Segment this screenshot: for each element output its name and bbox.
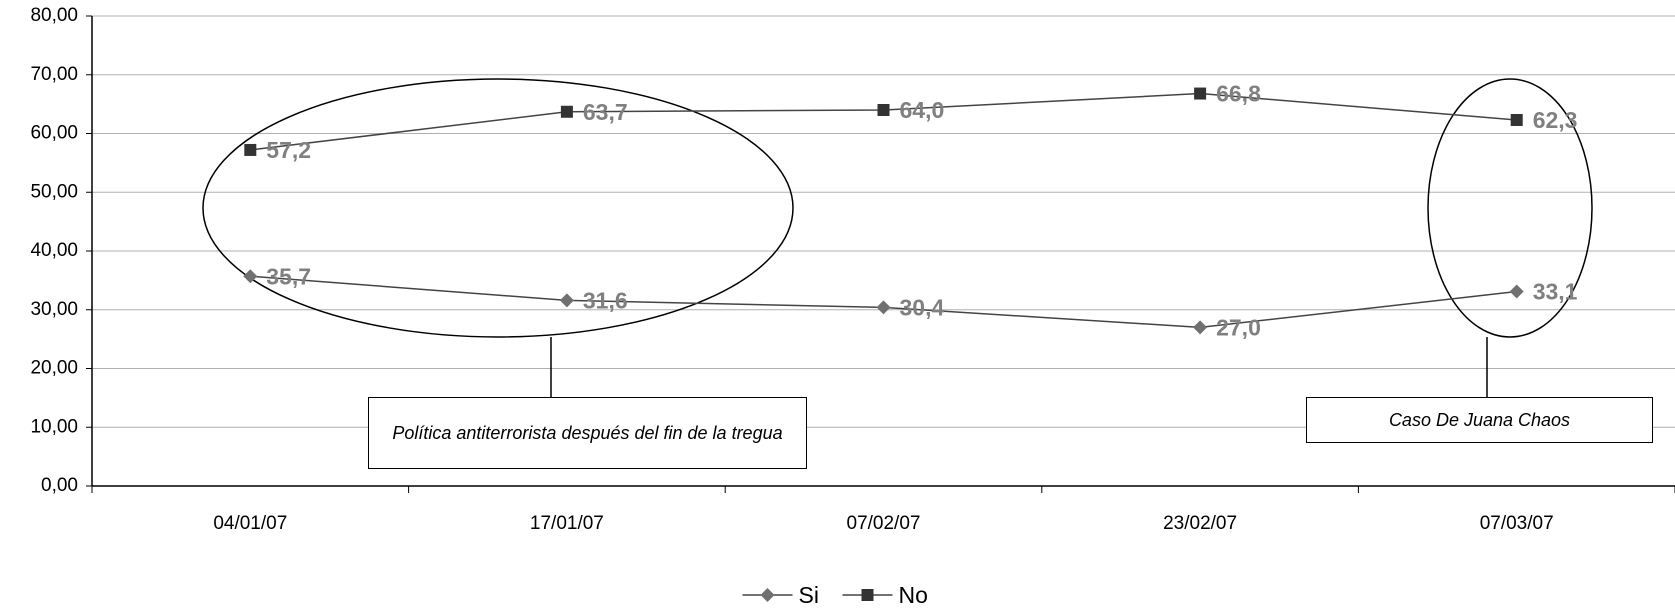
data-label: 63,7 [583, 99, 628, 125]
marker [861, 589, 874, 601]
legend-item: No [842, 582, 928, 608]
marker [760, 588, 775, 602]
annotation-ellipse [1427, 78, 1593, 338]
data-label: 30,4 [900, 294, 945, 320]
x-tick-label: 07/03/07 [1480, 513, 1554, 534]
data-label: 57,2 [266, 137, 311, 163]
y-tick-label: 20,00 [30, 358, 78, 379]
grid [92, 15, 1675, 487]
y-tick-label: 60,00 [30, 123, 78, 144]
y-tick-label: 10,00 [30, 416, 78, 437]
legend-item: Si [742, 582, 819, 608]
legend-label: Si [799, 582, 819, 608]
data-label: 62,3 [1533, 107, 1578, 133]
data-label: 27,0 [1216, 314, 1261, 340]
marker [876, 300, 891, 315]
x-tick-label: 07/02/07 [847, 513, 921, 534]
marker [559, 293, 574, 308]
marker [244, 143, 257, 156]
marker [1509, 284, 1524, 299]
annotation-ellipse [202, 78, 794, 338]
legend-label: No [899, 582, 928, 608]
marker [1193, 320, 1208, 335]
data-label: 33,1 [1533, 279, 1578, 305]
y-tick-label: 50,00 [30, 181, 78, 202]
data-label: 31,6 [583, 287, 628, 313]
x-tick-label: 23/02/07 [1163, 513, 1237, 534]
data-label: 64,0 [900, 97, 945, 123]
y-tick-label: 70,00 [30, 64, 78, 85]
annotation-shapes [202, 78, 1593, 397]
marker [560, 105, 573, 118]
annotation-box: Caso De Juana Chaos [1306, 397, 1653, 443]
marker [877, 104, 890, 116]
marker [1510, 113, 1523, 126]
y-tick-label: 80,00 [30, 5, 78, 26]
y-tick-label: 0,00 [41, 475, 78, 496]
x-tick-label: 04/01/07 [213, 513, 287, 534]
annotation-box: Política antiterrorista después del fin … [368, 397, 807, 469]
series-line [250, 92, 1517, 151]
marker [1194, 87, 1207, 100]
x-tick-label: 17/01/07 [530, 513, 604, 534]
data-label: 35,7 [266, 263, 311, 289]
y-tick-label: 40,00 [30, 240, 78, 261]
y-tick-label: 30,00 [30, 299, 78, 320]
data-label: 66,8 [1216, 81, 1261, 107]
marker [243, 269, 258, 284]
